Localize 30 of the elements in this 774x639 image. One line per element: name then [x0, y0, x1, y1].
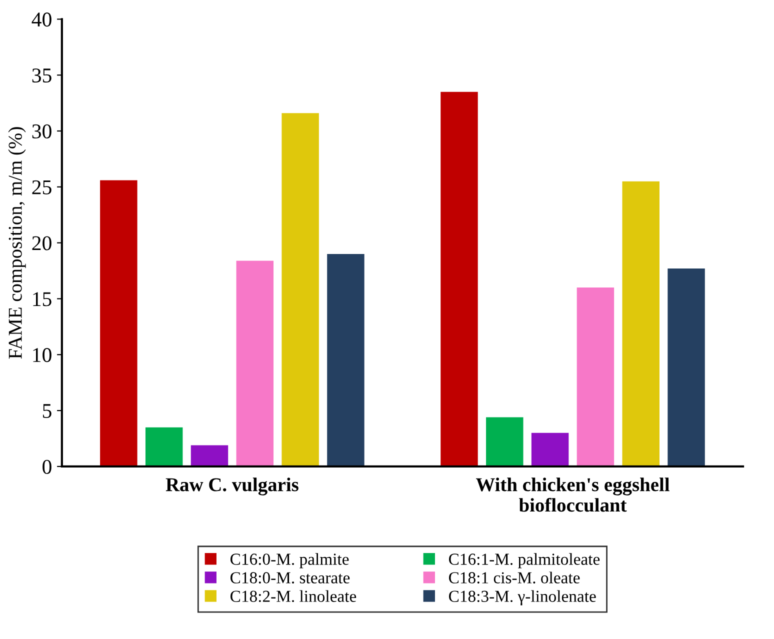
legend-label: C18:1 cis-M. oleate — [449, 572, 580, 584]
legend-label: C18:2-M. linoleate — [230, 590, 356, 602]
bar — [145, 427, 183, 466]
bar — [100, 180, 138, 466]
y-tick-label: 40 — [32, 12, 52, 27]
legend-label: C18:0-M. stearate — [230, 572, 350, 584]
bar — [486, 417, 524, 466]
y-tick-label: 15 — [33, 292, 52, 306]
bar — [622, 181, 660, 466]
legend-label: C18:3-M. γ-linolenate — [449, 590, 596, 606]
y-tick-label: 0 — [42, 460, 52, 474]
legend-label: C16:0-M. palmite — [230, 553, 349, 568]
bar — [190, 445, 228, 466]
y-tick-label: 30 — [32, 124, 52, 138]
bar — [531, 432, 569, 466]
y-axis-title: FAME composition, m/m (%) — [8, 127, 26, 359]
legend-label: C16:1-M. palmitoleate — [449, 553, 600, 568]
x-tick-label: Raw C. vulgaris — [166, 478, 298, 496]
y-tick-label: 5 — [42, 404, 52, 418]
y-tick-label: 20 — [32, 236, 52, 250]
bar — [668, 268, 705, 466]
x-tick-label: With chicken's eggshell bioflocculant — [476, 478, 670, 512]
y-tick-label: 25 — [32, 180, 52, 194]
bar — [327, 254, 364, 466]
bar — [440, 92, 478, 466]
y-tick-label: 10 — [33, 348, 52, 362]
bar — [236, 260, 274, 466]
bar — [576, 288, 614, 466]
bar — [282, 113, 319, 466]
y-tick-label: 35 — [32, 68, 52, 83]
